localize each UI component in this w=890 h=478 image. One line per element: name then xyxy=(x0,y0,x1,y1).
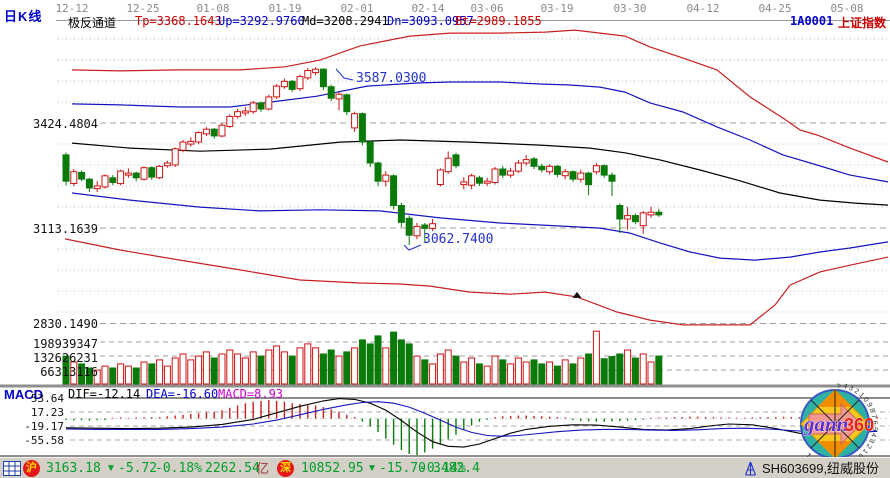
high-annotation: 3587.0300 xyxy=(356,71,427,86)
sz-change-value: -15.70 xyxy=(379,461,426,476)
shanghai-market-icon: 沪 xyxy=(23,460,40,477)
macd-hist-value: MACD=8.93 xyxy=(218,387,284,401)
chart-type-label: 日K线 xyxy=(4,9,43,24)
macd-axis-label: 53.64 xyxy=(30,392,64,405)
status-bar: 沪 3163.18 ▼ -5.72 -0.18% 2262.54 亿 深 108… xyxy=(0,457,890,478)
sh-amount-value: 2262.54 xyxy=(205,461,260,476)
sh-change-value: -5.72 xyxy=(118,461,158,476)
sh-index-value: 3163.18 xyxy=(46,461,101,476)
date-tick: 12-25 xyxy=(126,2,160,15)
logo-gann-text: gann xyxy=(803,412,848,436)
shenzhen-market-icon: 深 xyxy=(277,460,294,477)
down-arrow-icon: ▼ xyxy=(106,463,116,474)
date-tick: 03-19 xyxy=(540,2,574,15)
channel-up-value: Up=3292.9760 xyxy=(218,14,305,28)
low-annotation: 3062.7400 xyxy=(423,232,494,247)
channel-line-md xyxy=(71,139,889,206)
date-tick: 01-19 xyxy=(268,2,302,15)
sh-change-pct: -0.18% xyxy=(155,461,202,476)
macd-axis-label: -19.17 xyxy=(24,420,64,433)
macd-axis-label: 17.23 xyxy=(30,406,64,419)
macd-axis-label: -55.58 xyxy=(24,434,64,447)
candles-layer xyxy=(62,67,663,245)
channel-dn-value: Dn=3093.0957 xyxy=(387,14,474,28)
channel-name: 极反通道 xyxy=(68,16,117,30)
date-tick: 02-01 xyxy=(340,2,374,15)
dif-line xyxy=(65,398,878,448)
sz-amount-value: 3482.4 xyxy=(433,461,480,476)
gann360-logo: 5432109876543210987654321 gann 360 xyxy=(800,383,876,465)
triangle-marker xyxy=(572,291,582,298)
low-annotation-leader xyxy=(403,244,422,251)
symbol-code: 1A0001 xyxy=(790,14,834,28)
date-tick: 04-12 xyxy=(686,2,720,15)
logo-360-text: 360 xyxy=(844,415,874,435)
price-axis-label: 3424.4804 xyxy=(32,117,98,131)
high-annotation-leader xyxy=(335,68,354,81)
macd-layer xyxy=(65,398,878,456)
current-stock-label: SH603699,纽威股份 xyxy=(762,461,880,476)
date-tick: 02-14 xyxy=(411,2,445,15)
macd-dif-value: DIF=-12.14 xyxy=(68,387,141,401)
date-tick: 03-30 xyxy=(613,2,647,15)
channel-line-up xyxy=(71,81,889,183)
grid-icon[interactable] xyxy=(3,461,21,478)
channel-tp-value: Tp=3368.1643 xyxy=(135,14,222,28)
annotation-layer xyxy=(335,68,422,251)
dea-line xyxy=(65,401,878,437)
date-tick: 03-06 xyxy=(470,2,504,15)
channel-line-dn xyxy=(71,192,889,261)
date-tick: 12-12 xyxy=(55,2,89,15)
macd-dea-value: DEA=-16.60 xyxy=(146,387,219,401)
sh-amount-unit: 亿 xyxy=(256,461,270,476)
macd-panel-title: MACD xyxy=(4,387,43,402)
logo-axes xyxy=(810,390,860,458)
channel-md-value: Md=3208.2941 xyxy=(302,14,389,28)
channel-bt-value: Bt=2989.1855 xyxy=(455,14,542,28)
volume-axis-label: 198939347 xyxy=(32,337,98,351)
symbol-name: 上证指数 xyxy=(838,16,887,30)
date-tick: 05-08 xyxy=(830,2,864,15)
price-axis-label: 3113.1639 xyxy=(32,222,98,236)
date-tick: 01-08 xyxy=(196,2,230,15)
volume-axis-label: 132626231 xyxy=(32,351,98,365)
volume-axis-label: 66313116 xyxy=(40,365,98,379)
volume-layer xyxy=(62,330,663,385)
price-axis-label: 2830.1490 xyxy=(32,317,98,331)
tower-icon xyxy=(744,461,757,476)
sz-change-pct: -0.14% xyxy=(419,461,466,476)
channel-line-tp xyxy=(71,29,889,163)
down-arrow-icon: ▼ xyxy=(367,463,377,474)
sz-index-value: 10852.95 xyxy=(301,461,364,476)
channel-line-bt xyxy=(64,238,889,326)
date-tick: 04-25 xyxy=(758,2,792,15)
